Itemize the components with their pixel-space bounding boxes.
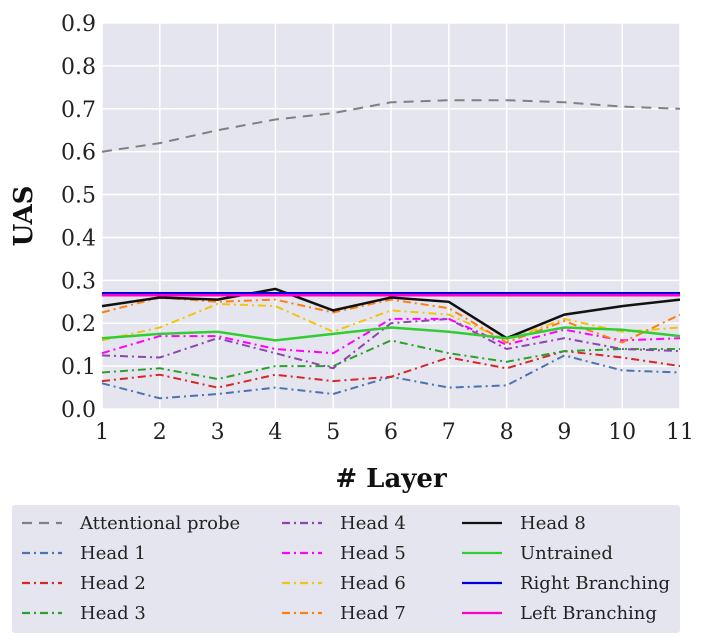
- legend-label-head-2: Head 2: [80, 573, 146, 594]
- x-tick-label: 4: [268, 420, 282, 445]
- y-tick-label: 0.3: [61, 269, 96, 294]
- x-tick-label: 3: [211, 420, 225, 445]
- legend-label-head-6: Head 6: [340, 573, 406, 594]
- grid-lines: [101, 22, 681, 410]
- y-tick-label: 0.8: [61, 55, 96, 80]
- y-tick-label: 0.4: [61, 226, 96, 251]
- y-tick-label: 0.2: [61, 312, 96, 337]
- y-tick-label: 0.9: [61, 12, 96, 37]
- x-tick-label: 1: [95, 420, 109, 445]
- legend-label-head-8: Head 8: [520, 513, 586, 534]
- legend-label-untrained: Untrained: [520, 543, 613, 564]
- series-line-head-4: [101, 317, 681, 370]
- legend-label-head-1: Head 1: [80, 543, 146, 564]
- legend: Attentional probe Head 1 Head 2 Head 3 Head …: [22, 513, 670, 624]
- legend-label-head-7: Head 7: [340, 603, 406, 624]
- x-tick-label: 9: [557, 420, 571, 445]
- y-tick-label: 0.6: [61, 141, 96, 166]
- legend-box: [12, 505, 680, 633]
- legend-label-right-branching: Right Branching: [520, 573, 670, 594]
- series-line-head-8: [101, 287, 681, 340]
- series-line-head-7: [101, 296, 681, 344]
- legend-label-head-3: Head 3: [80, 603, 146, 624]
- y-tick-label: 0.0: [61, 398, 96, 423]
- y-tick-labels: 0.0 0.1 0.2 0.3 0.4 0.5 0.6 0.7 0.8 0.9: [61, 12, 96, 423]
- x-tick-label: 8: [500, 420, 514, 445]
- series-line-head-6: [101, 302, 681, 342]
- legend-label-attentional-probe: Attentional probe: [79, 513, 240, 534]
- x-tick-label: 10: [608, 420, 636, 445]
- legend-label-left-branching: Left Branching: [520, 603, 657, 624]
- y-tick-label: 0.7: [61, 98, 96, 123]
- x-tick-label: 6: [384, 420, 398, 445]
- y-axis-label: UAS: [9, 186, 39, 247]
- y-tick-label: 0.1: [61, 355, 96, 380]
- legend-label-head-4: Head 4: [340, 513, 406, 534]
- series-line-untrained: [101, 326, 681, 342]
- x-tick-label: 5: [326, 420, 340, 445]
- legend-label-head-5: Head 5: [340, 543, 406, 564]
- series-line-attentional-probe: [101, 99, 681, 153]
- x-tick-labels: 1 2 3 4 5 6 7 8 9 10 11: [95, 420, 694, 445]
- series-line-head-3: [101, 339, 680, 381]
- x-tick-label: 7: [442, 420, 456, 445]
- x-tick-label: 2: [153, 420, 167, 445]
- y-tick-label: 0.5: [61, 184, 96, 209]
- x-tick-label: 11: [666, 420, 694, 445]
- series-line-head-2: [101, 350, 681, 389]
- x-axis-label: # Layer: [335, 464, 447, 494]
- series-lines: [101, 99, 681, 400]
